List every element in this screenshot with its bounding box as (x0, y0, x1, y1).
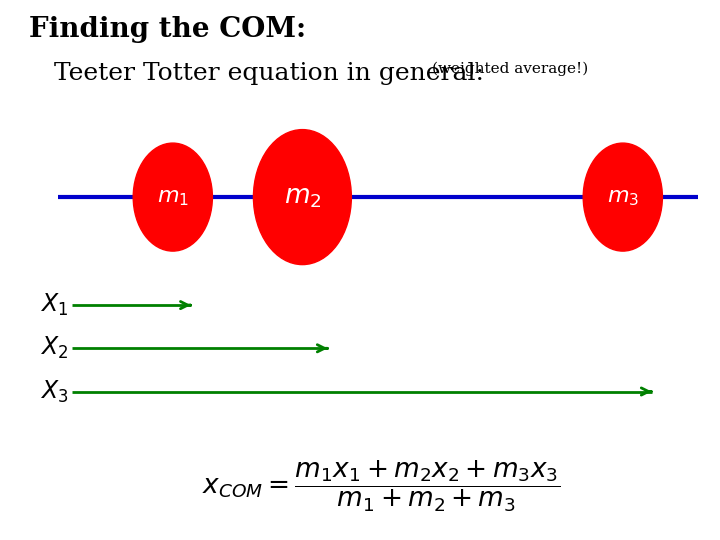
Ellipse shape (253, 130, 351, 265)
Text: $m_3$: $m_3$ (607, 186, 639, 208)
Text: $X_3$: $X_3$ (40, 379, 68, 404)
Text: Teeter Totter equation in general:: Teeter Totter equation in general: (54, 62, 484, 85)
Text: (weighted average!): (weighted average!) (432, 62, 588, 77)
Text: Finding the COM:: Finding the COM: (29, 16, 306, 43)
Text: $m_2$: $m_2$ (284, 185, 321, 210)
Text: $m_1$: $m_1$ (157, 186, 189, 208)
Ellipse shape (133, 143, 212, 251)
Ellipse shape (583, 143, 662, 251)
Text: $X_1$: $X_1$ (40, 292, 68, 318)
Text: $x_{COM} = \dfrac{m_1 x_1 + m_2 x_2 + m_3 x_3}{m_1 + m_2 + m_3}$: $x_{COM} = \dfrac{m_1 x_1 + m_2 x_2 + m_… (202, 458, 561, 514)
Text: $X_2$: $X_2$ (40, 335, 68, 361)
